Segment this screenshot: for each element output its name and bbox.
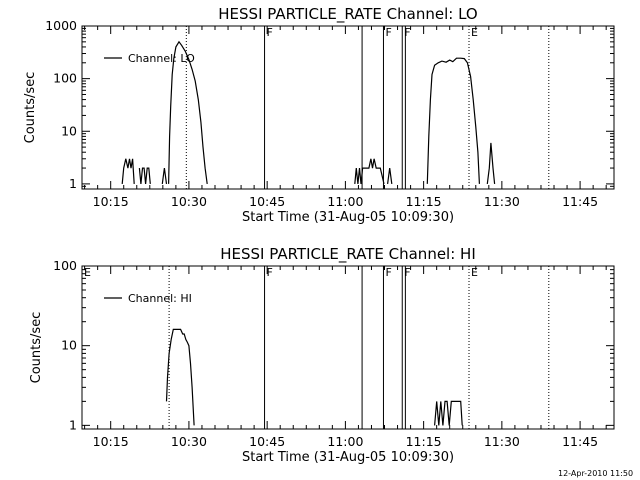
series-line-segment	[161, 168, 168, 184]
y-tick-label: 10	[61, 338, 77, 353]
series-line-segment	[168, 40, 208, 184]
event-marker-label: F	[385, 26, 391, 39]
y-tick-label: 100	[53, 258, 77, 273]
event-marker-label: F	[267, 26, 273, 39]
x-tick-label: 11:30	[484, 194, 520, 209]
event-marker-label: E	[471, 266, 478, 279]
x-tick-label: 11:00	[327, 434, 363, 449]
y-tick-label: 1	[69, 176, 77, 191]
series-line-segment	[426, 57, 480, 184]
series-line-segment	[354, 158, 385, 185]
series-line-segment	[387, 168, 393, 184]
legend-label: Channel: LO	[128, 52, 195, 65]
x-tick-label: 10:45	[249, 434, 285, 449]
series-line-segment	[486, 142, 496, 184]
x-tick-label: 11:45	[562, 434, 598, 449]
chart-title: HESSI PARTICLE_RATE Channel: LO	[218, 5, 477, 24]
plot-frame	[81, 25, 615, 190]
y-tick-label: 100	[53, 71, 77, 86]
y-axis-label: Counts/sec	[23, 72, 38, 144]
y-tick-label: 1000	[45, 18, 77, 33]
chart-title: HESSI PARTICLE_RATE Channel: HI	[220, 245, 476, 264]
chart-lo-channel: HESSI PARTICLE_RATE Channel: LO Start Tim…	[23, 5, 615, 225]
event-marker-label: F	[385, 266, 391, 279]
x-tick-label: 10:30	[171, 194, 207, 209]
y-tick-label: 10	[61, 123, 77, 138]
x-tick-label: 10:15	[93, 434, 129, 449]
timestamp: 12-Apr-2010 11:50	[558, 469, 633, 478]
x-tick-label: 11:15	[406, 194, 442, 209]
x-tick-label: 10:45	[249, 194, 285, 209]
x-tick-label: 11:00	[327, 194, 363, 209]
plot-frame	[81, 265, 615, 430]
series-line-segment	[121, 158, 135, 184]
chart-hi-channel: HESSI PARTICLE_RATE Channel: HI Start Tim…	[29, 245, 615, 465]
event-marker-label: F	[267, 266, 273, 279]
y-tick-label: 1	[69, 417, 77, 432]
event-marker-label: F	[404, 266, 410, 279]
x-tick-label: 10:15	[93, 194, 129, 209]
x-axis-label: Start Time (31-Aug-05 10:09:30)	[242, 210, 454, 225]
event-marker-label: E	[84, 266, 91, 279]
x-tick-label: 11:15	[406, 434, 442, 449]
series-line-segment	[165, 328, 195, 426]
x-tick-label: 11:45	[562, 194, 598, 209]
event-marker-label: F	[404, 26, 410, 39]
event-marker-label: E	[471, 26, 478, 39]
y-axis-label: Counts/sec	[29, 312, 44, 384]
x-axis-label: Start Time (31-Aug-05 10:09:30)	[242, 450, 454, 465]
x-tick-label: 11:30	[484, 434, 520, 449]
series-line-segment	[138, 167, 151, 184]
series-line-segment	[434, 400, 463, 426]
x-tick-label: 10:30	[171, 434, 207, 449]
legend-label: Channel: HI	[128, 292, 192, 305]
